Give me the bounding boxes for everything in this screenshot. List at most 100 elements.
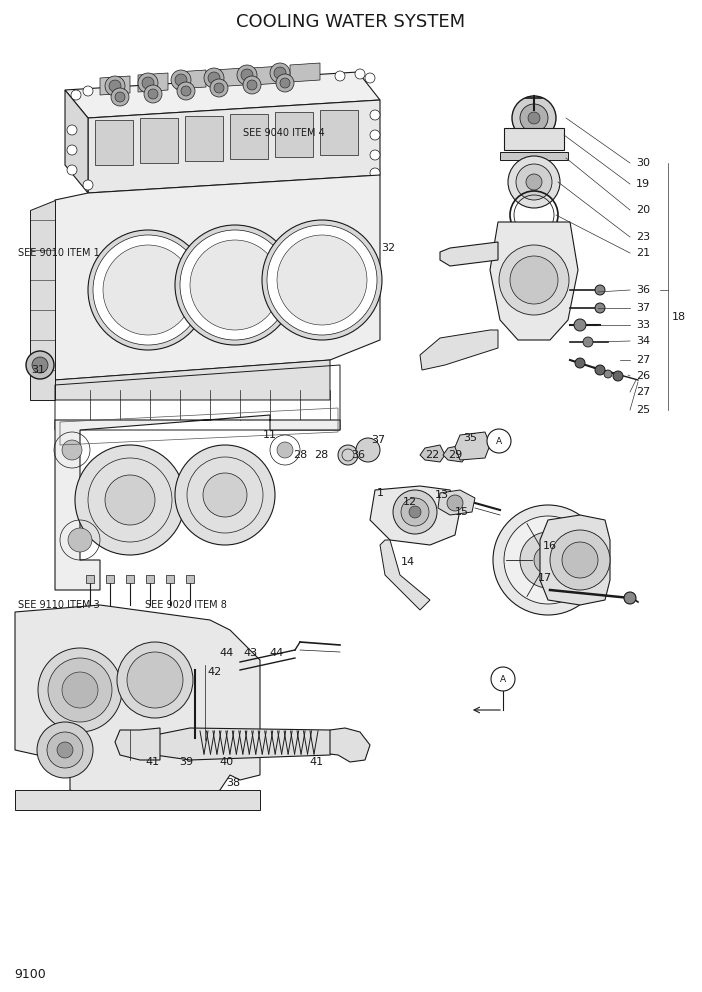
Bar: [140, 118, 178, 163]
Text: 41: 41: [309, 757, 323, 767]
Circle shape: [365, 73, 375, 83]
Circle shape: [401, 498, 429, 526]
Circle shape: [526, 174, 542, 190]
Text: SEE 9010 ITEM 1: SEE 9010 ITEM 1: [18, 248, 100, 258]
Circle shape: [270, 63, 290, 83]
Circle shape: [370, 130, 380, 140]
Text: 33: 33: [636, 320, 650, 330]
Text: 18: 18: [672, 312, 686, 322]
Circle shape: [177, 82, 195, 100]
Circle shape: [574, 319, 586, 331]
Polygon shape: [55, 360, 330, 400]
Circle shape: [57, 742, 73, 758]
Text: 15: 15: [455, 507, 469, 517]
Circle shape: [356, 438, 380, 462]
Circle shape: [604, 370, 612, 378]
Circle shape: [280, 78, 290, 88]
Polygon shape: [438, 490, 475, 515]
Circle shape: [210, 79, 228, 97]
Circle shape: [171, 70, 191, 90]
Circle shape: [370, 168, 380, 178]
Polygon shape: [380, 540, 430, 610]
Bar: [275, 112, 313, 157]
Circle shape: [510, 256, 558, 304]
Text: 30: 30: [636, 158, 650, 168]
Circle shape: [109, 80, 121, 92]
Text: SEE 9040 ITEM 4: SEE 9040 ITEM 4: [243, 128, 325, 138]
Bar: [500, 152, 568, 160]
Circle shape: [48, 658, 112, 722]
Circle shape: [138, 73, 158, 93]
Text: 36: 36: [351, 450, 365, 460]
Text: 34: 34: [636, 336, 650, 346]
Text: COOLING WATER SYSTEM: COOLING WATER SYSTEM: [237, 13, 465, 31]
Circle shape: [32, 357, 48, 373]
Circle shape: [67, 125, 77, 135]
Circle shape: [71, 90, 81, 100]
Polygon shape: [65, 72, 380, 118]
Text: 29: 29: [448, 450, 462, 460]
Text: 36: 36: [636, 285, 650, 295]
Circle shape: [175, 445, 275, 545]
Circle shape: [26, 351, 54, 379]
Bar: [166, 575, 174, 583]
Circle shape: [68, 528, 92, 552]
Circle shape: [214, 83, 224, 93]
Text: 40: 40: [219, 757, 233, 767]
Text: 37: 37: [636, 303, 650, 313]
Circle shape: [355, 69, 365, 79]
Bar: [95, 120, 133, 165]
Text: 28: 28: [293, 450, 307, 460]
Text: 16: 16: [543, 541, 557, 551]
Text: 12: 12: [403, 497, 417, 507]
Circle shape: [62, 440, 82, 460]
Circle shape: [115, 92, 125, 102]
Circle shape: [520, 532, 576, 588]
Polygon shape: [540, 515, 610, 605]
Text: 41: 41: [145, 757, 159, 767]
Circle shape: [67, 165, 77, 175]
Text: 35: 35: [463, 433, 477, 443]
Text: 27: 27: [636, 355, 650, 365]
Bar: [86, 575, 94, 583]
Text: 9100: 9100: [14, 967, 46, 980]
Text: SEE 9020 ITEM 8: SEE 9020 ITEM 8: [145, 600, 227, 610]
Text: 39: 39: [179, 757, 193, 767]
Polygon shape: [214, 68, 244, 87]
Polygon shape: [55, 415, 340, 590]
Circle shape: [493, 505, 603, 615]
Circle shape: [491, 667, 515, 691]
Circle shape: [562, 542, 598, 578]
Circle shape: [241, 69, 253, 81]
Circle shape: [47, 732, 83, 768]
Polygon shape: [138, 73, 168, 92]
Circle shape: [88, 230, 208, 350]
Circle shape: [181, 86, 191, 96]
Text: 32: 32: [381, 243, 395, 253]
Circle shape: [508, 156, 560, 208]
Bar: [185, 116, 223, 161]
Polygon shape: [176, 70, 206, 89]
Circle shape: [93, 235, 203, 345]
Text: 44: 44: [220, 648, 234, 658]
Text: 23: 23: [636, 232, 650, 242]
Circle shape: [190, 240, 280, 330]
Circle shape: [335, 71, 345, 81]
Polygon shape: [65, 90, 88, 193]
Circle shape: [447, 495, 463, 511]
Polygon shape: [88, 100, 380, 193]
Circle shape: [38, 648, 122, 732]
Circle shape: [277, 235, 367, 325]
Text: A: A: [500, 675, 506, 683]
Text: 44: 44: [270, 648, 284, 658]
Circle shape: [62, 672, 98, 708]
Circle shape: [127, 652, 183, 708]
Circle shape: [75, 445, 185, 555]
Circle shape: [277, 442, 293, 458]
Circle shape: [499, 245, 569, 315]
Bar: [146, 575, 154, 583]
Circle shape: [504, 516, 592, 604]
Circle shape: [247, 80, 257, 90]
Circle shape: [175, 74, 187, 86]
Text: 13: 13: [435, 490, 449, 500]
